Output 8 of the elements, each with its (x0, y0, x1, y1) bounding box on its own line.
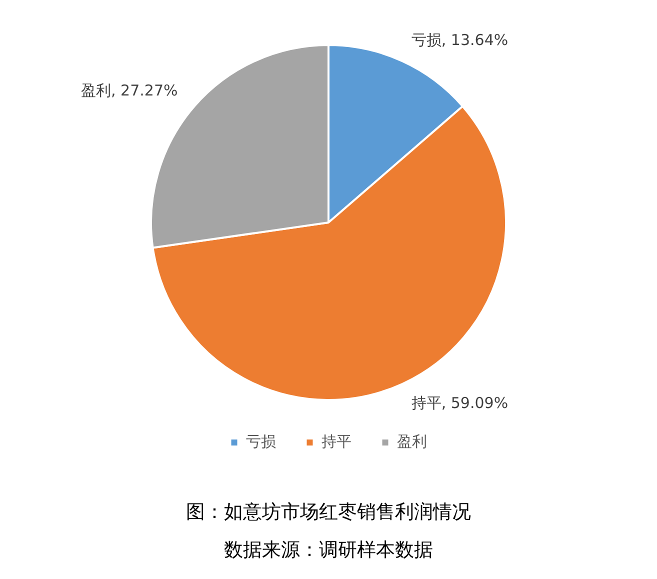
source-note: 数据来源：调研样本数据 (223, 539, 434, 563)
data-label: 盈利, 27.27% (81, 82, 178, 100)
data-label: 亏损, 13.64% (411, 30, 508, 49)
data-label: 持平, 59.09% (411, 394, 508, 412)
legend-label: 持平 (321, 432, 352, 450)
legend-label: 盈利 (396, 432, 427, 450)
text: 图：如意坊市场红枣销售利润情况 (185, 501, 472, 525)
legend-label: 亏损 (246, 432, 276, 450)
